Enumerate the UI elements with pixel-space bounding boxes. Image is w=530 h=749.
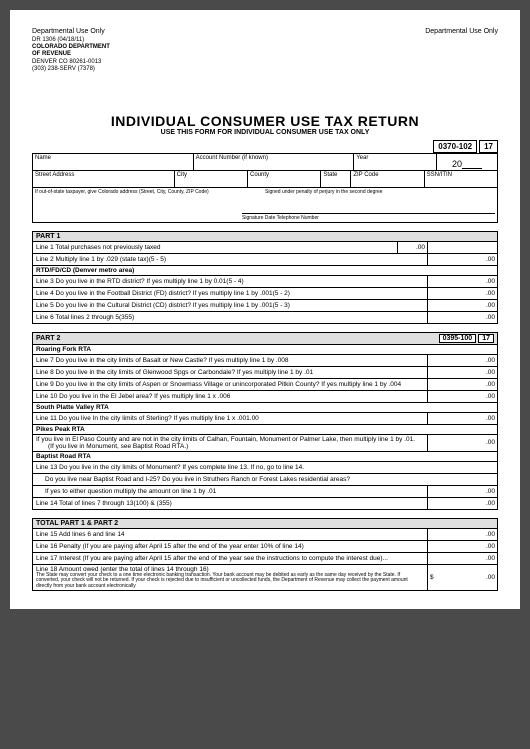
line-13: Line 13 Do you live in the city limits o… bbox=[32, 462, 498, 474]
fineprint-right: Signed under penalty of perjury in the s… bbox=[265, 189, 495, 195]
dept-phone: (303) 238-SERV (7378) bbox=[32, 66, 498, 73]
baptist-road-header: Baptist Road RTA bbox=[32, 452, 498, 462]
line-14: Line 14 Total of lines 7 through 13(100)… bbox=[32, 498, 498, 510]
line-9: Line 9 Do you live in the city limits of… bbox=[32, 379, 498, 391]
cell-county[interactable]: County bbox=[248, 171, 321, 187]
line-7: Line 7 Do you live in the city limits of… bbox=[32, 355, 498, 367]
dept-address: DENVER CO 80261-0013 bbox=[32, 59, 498, 66]
row-address: Street Address City County State ZIP Cod… bbox=[32, 170, 498, 188]
line-3: Line 3 Do you live in the RTD district? … bbox=[32, 276, 498, 288]
title-block: INDIVIDUAL CONSUMER USE TAX RETURN USE T… bbox=[32, 113, 498, 136]
roaring-fork-header: Roaring Fork RTA bbox=[32, 345, 498, 355]
tax-form-page: Departmental Use Only Departmental Use O… bbox=[10, 10, 520, 609]
line-13c: If yes to either question multiply the a… bbox=[32, 486, 498, 498]
cell-street[interactable]: Street Address bbox=[33, 171, 175, 187]
top-codes: 0370-102 17 bbox=[32, 140, 498, 153]
cell-year-label: Year bbox=[354, 154, 437, 170]
cell-name[interactable]: Name bbox=[33, 154, 194, 170]
rtd-header: RTD/FD/CD (Denver metro area) bbox=[32, 266, 498, 276]
line-15: Line 15 Add lines 6 and line 14.00 bbox=[32, 529, 498, 541]
code-0395: 0395-100 bbox=[439, 334, 477, 343]
line-11: Line 11 Do you live In the city limits o… bbox=[32, 413, 498, 425]
line-2-amt[interactable]: .00 bbox=[427, 254, 497, 265]
line-1-amt[interactable] bbox=[427, 242, 497, 253]
line-1: Line 1 Total purchases not previously ta… bbox=[32, 242, 498, 254]
dept-use-left: Departmental Use Only bbox=[32, 28, 105, 35]
line-16: Line 16 Penalty (If you are paying after… bbox=[32, 541, 498, 553]
form-subtitle: USE THIS FORM FOR INDIVIDUAL CONSUMER US… bbox=[32, 129, 498, 136]
part1-header: PART 1 bbox=[32, 231, 498, 242]
pikes-peak-header: Pikes Peak RTA bbox=[32, 425, 498, 435]
line-2: Line 2 Multiply line 1 by .029 (state ta… bbox=[32, 254, 498, 266]
dept-name-2: OF REVENUE bbox=[32, 51, 498, 58]
cell-city[interactable]: City bbox=[175, 171, 248, 187]
south-platte-header: South Platte Valley RTA bbox=[32, 403, 498, 413]
code-0370-yr: 17 bbox=[479, 140, 498, 153]
header-info: DR 1306 (04/18/11) COLORADO DEPARTMENT O… bbox=[32, 37, 498, 73]
line-5: Line 5 Do you live in the Cultural Distr… bbox=[32, 300, 498, 312]
fineprint-box: If out-of-state taxpayer, give Colorado … bbox=[32, 188, 498, 223]
line-18: Line 18 Amount owed (enter the total of … bbox=[32, 565, 498, 592]
form-number: DR 1306 (04/18/11) bbox=[32, 37, 498, 44]
cell-zip[interactable]: ZIP Code bbox=[351, 171, 424, 187]
part2-header: PART 2 0395-10017 bbox=[32, 332, 498, 345]
form-title: INDIVIDUAL CONSUMER USE TAX RETURN bbox=[32, 113, 498, 129]
line-8: Line 8 Do you live in the city limits of… bbox=[32, 367, 498, 379]
line-1-sm[interactable]: .00 bbox=[397, 242, 427, 253]
line-4: Line 4 Do you live in the Football Distr… bbox=[32, 288, 498, 300]
line-18-amt[interactable]: $ .00 bbox=[427, 565, 497, 591]
code-0370: 0370-102 bbox=[433, 140, 477, 153]
line-6: Line 6 Total lines 2 through 5(355).00 bbox=[32, 312, 498, 324]
cell-state[interactable]: State bbox=[321, 171, 351, 187]
cell-ssn[interactable]: SSN/ITIN bbox=[425, 171, 497, 187]
dept-name-1: COLORADO DEPARTMENT bbox=[32, 44, 498, 51]
total-header: TOTAL PART 1 & PART 2 bbox=[32, 518, 498, 529]
pikes-peak-text: If you live in El Paso County and are no… bbox=[32, 435, 498, 452]
fineprint-left: If out-of-state taxpayer, give Colorado … bbox=[35, 189, 265, 195]
line-10: Line 10 Do you live in the El Jebel area… bbox=[32, 391, 498, 403]
cell-account[interactable]: Account Number (if known) bbox=[194, 154, 355, 170]
signature-line[interactable]: Signature Date Telephone Number bbox=[242, 213, 495, 221]
cell-year-value[interactable]: 20 bbox=[437, 154, 497, 170]
dept-use-right: Departmental Use Only bbox=[425, 28, 498, 35]
code-0395-yr: 17 bbox=[478, 334, 494, 343]
line-13b: Do you live near Baptist Road and I-25? … bbox=[32, 474, 498, 486]
line-17: Line 17 Interest (If you are paying afte… bbox=[32, 553, 498, 565]
dept-use-row: Departmental Use Only Departmental Use O… bbox=[32, 28, 498, 35]
row-name: Name Account Number (if known) Year 20 bbox=[32, 153, 498, 170]
